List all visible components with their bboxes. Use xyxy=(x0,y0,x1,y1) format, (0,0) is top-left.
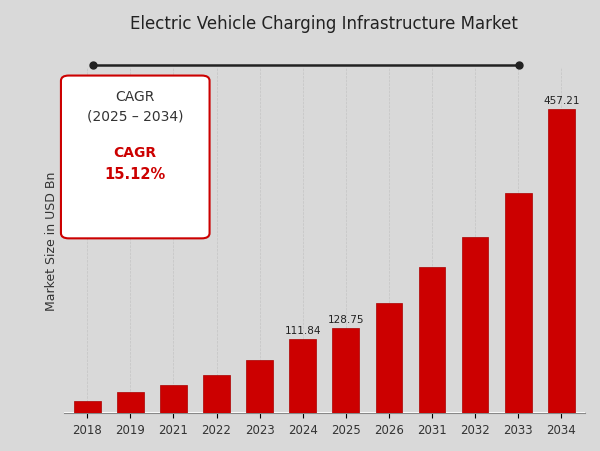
Bar xyxy=(289,339,316,414)
Text: (2025 – 2034): (2025 – 2034) xyxy=(87,109,183,123)
Text: 15.12%: 15.12% xyxy=(104,166,166,181)
Text: 111.84: 111.84 xyxy=(284,326,321,336)
Title: Electric Vehicle Charging Infrastructure Market: Electric Vehicle Charging Infrastructure… xyxy=(130,15,518,33)
Text: 457.21: 457.21 xyxy=(543,96,580,106)
Bar xyxy=(376,304,402,414)
Bar xyxy=(462,237,488,414)
Bar xyxy=(74,401,101,414)
Bar xyxy=(117,392,144,414)
Text: 128.75: 128.75 xyxy=(328,314,364,324)
FancyBboxPatch shape xyxy=(61,76,209,239)
Text: CAGR: CAGR xyxy=(115,90,155,104)
Bar xyxy=(419,267,445,414)
Bar xyxy=(203,375,230,414)
Text: CAGR: CAGR xyxy=(113,146,157,160)
Bar xyxy=(160,386,187,414)
Bar xyxy=(246,360,273,414)
Bar xyxy=(505,194,532,414)
Bar xyxy=(332,328,359,414)
Bar xyxy=(548,110,575,414)
Y-axis label: Market Size in USD Bn: Market Size in USD Bn xyxy=(45,171,58,310)
